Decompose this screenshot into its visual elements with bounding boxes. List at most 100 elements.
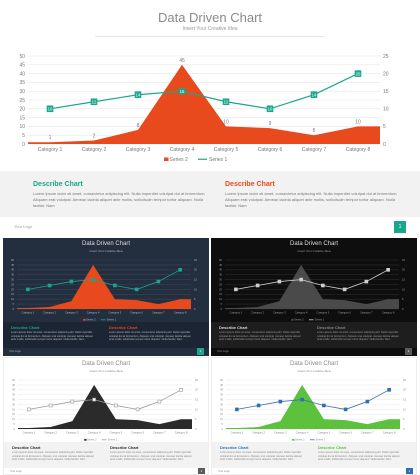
category-label: Category 7 (360, 311, 373, 315)
category-label: Category 7 (302, 147, 327, 153)
main-chart: 0510152025303540455005101520251012141512… (19, 54, 389, 163)
legend-series-2-swatch (84, 438, 87, 441)
slide-thumbnail-black[interactable]: Data Driven Chart Insert Your Creative Id… (211, 238, 417, 356)
series-1-marker (179, 388, 183, 392)
legend-series-1-label: Series 1 (108, 438, 118, 442)
left-axis-tick: 5 (221, 302, 223, 306)
right-axis-tick: 0 (402, 307, 404, 311)
category-label: Category 7 (361, 431, 374, 435)
thumbnail-page-badge: 1 (197, 348, 204, 355)
series-1-marker (322, 403, 326, 408)
describe-block-2: Describe Chart Lorem ipsum dolor sit ame… (225, 181, 400, 208)
thumbnail-describe-text: Lorem ipsum dolor sit amet, consectetur … (219, 331, 301, 341)
left-axis-tick: 40 (19, 71, 25, 77)
series-1-marker (255, 283, 260, 288)
left-axis-tick: 35 (12, 393, 15, 397)
left-axis-tick: 40 (11, 268, 14, 272)
slide-thumbnail-white-green[interactable]: Data Driven Chart Insert Your Creative Id… (211, 357, 417, 475)
right-axis-tick: 20 (383, 71, 389, 77)
left-axis-tick: 20 (12, 407, 15, 411)
describe-title: Describe Chart (33, 181, 83, 188)
thumbnail-describe-block: Describe Chart Lorem ipsum dolor sit amet… (219, 325, 305, 342)
category-label: Category 5 (214, 147, 239, 153)
series-1-marker (300, 397, 304, 402)
thumbnail-page-badge: 1 (198, 468, 205, 474)
series-2-data-label: 10 (355, 119, 361, 125)
right-axis-tick: 25 (195, 378, 198, 382)
series-2-data-label: 9 (269, 121, 272, 127)
right-axis-tick: 25 (402, 258, 405, 262)
category-label: Category 5 (317, 311, 330, 315)
series-1-marker (47, 283, 52, 288)
right-axis-tick: 0 (403, 427, 405, 431)
left-axis-tick: 40 (219, 268, 222, 272)
left-axis-tick: 50 (219, 258, 222, 262)
thumbnail-describe-block: Describe Chart Lorem ipsum dolor sit amet… (109, 325, 195, 342)
left-axis-tick: 35 (219, 273, 222, 277)
right-axis-tick: 0 (383, 142, 386, 148)
left-axis-tick: 10 (220, 417, 223, 421)
category-label: Category 4 (295, 311, 308, 315)
series-1-data-label: 12 (92, 100, 97, 105)
left-axis-tick: 30 (12, 398, 15, 402)
describe-block-1: Describe Chart Lorem ipsum dolor sit ame… (33, 181, 208, 208)
series-1-marker (387, 388, 391, 392)
left-axis-tick: 15 (11, 292, 14, 296)
thumbnail-logo-text: Your Logo (217, 350, 229, 353)
thumbnail-describe-text: Lorem ipsum dolor sit amet, consectetur … (318, 451, 400, 461)
thumbnail-describe-band: Describe Chart Lorem ipsum dolor sit amet… (4, 442, 208, 468)
category-label: Category 7 (153, 431, 166, 435)
right-axis-tick: 25 (194, 258, 197, 262)
left-axis-tick: 20 (220, 407, 223, 411)
left-axis-tick: 50 (12, 378, 15, 382)
series-1-marker (256, 403, 261, 408)
series-2-area (28, 64, 380, 144)
category-label: Category 1 (23, 431, 36, 435)
series-1-marker (277, 279, 282, 284)
thumbnail-describe-title: Describe Chart (317, 325, 346, 330)
series-1-marker (178, 268, 182, 272)
category-label: Category 4 (170, 147, 195, 153)
slide-thumbnail-dark-navy[interactable]: Data Driven Chart Insert Your Creative Id… (3, 238, 209, 356)
describe-band: Describe Chart Lorem ipsum dolor sit ame… (0, 171, 420, 217)
describe-text: Lorem ipsum dolor sit amet, consectetur … (225, 191, 398, 208)
category-label: Category 3 (274, 431, 287, 435)
category-label: Category 8 (383, 431, 396, 435)
series-1-marker (234, 287, 238, 292)
category-label: Category 6 (258, 147, 283, 153)
describe-title: Describe Chart (225, 181, 275, 188)
category-label: Category 2 (251, 311, 264, 315)
left-axis-tick: 20 (219, 287, 222, 291)
legend-series-2-label: Series 2 (294, 318, 304, 322)
left-axis-tick: 15 (12, 412, 15, 416)
thumbnail-describe-block: Describe Chart Lorem ipsum dolor sit amet… (317, 325, 403, 342)
right-axis-tick: 5 (403, 417, 405, 421)
series-1-marker (178, 87, 186, 95)
right-axis-tick: 25 (403, 378, 406, 382)
left-axis-tick: 50 (11, 258, 14, 262)
main-slide[interactable]: Data Driven Chart Insert Your Creative I… (0, 0, 420, 236)
category-label: Category 3 (273, 311, 286, 315)
thumbnail-logo-text: Your Logo (10, 470, 22, 473)
right-axis-tick: 20 (402, 268, 405, 272)
series-2-data-label: 1 (49, 135, 52, 141)
left-axis-tick: 25 (19, 98, 25, 104)
series-2-data-label: 2 (93, 133, 96, 139)
describe-text: Lorem ipsum dolor sit amet, consectetur … (33, 191, 206, 208)
category-label: Category 1 (38, 147, 63, 153)
series-1-data-label: 14 (136, 92, 141, 97)
thumbnail-footer: Your Logo 1 (212, 468, 416, 474)
left-axis-tick: 45 (19, 63, 25, 69)
legend-series-2-swatch (291, 318, 294, 321)
thumbnail-describe-band: Describe Chart Lorem ipsum dolor sit amet… (3, 322, 209, 348)
right-axis-tick: 20 (194, 268, 197, 272)
series-1-marker (157, 399, 162, 404)
thumbnail-describe-band: Describe Chart Lorem ipsum dolor sit amet… (212, 442, 416, 468)
left-axis-tick: 35 (19, 80, 25, 86)
series-2-area (18, 384, 192, 429)
left-axis-tick: 30 (219, 278, 222, 282)
legend-series-1-label: Series 1 (209, 157, 228, 163)
slide-thumbnail-white-dark[interactable]: Data Driven Chart Insert Your Creative Id… (3, 357, 209, 475)
category-label: Category 6 (339, 431, 352, 435)
right-axis-tick: 5 (195, 417, 197, 421)
